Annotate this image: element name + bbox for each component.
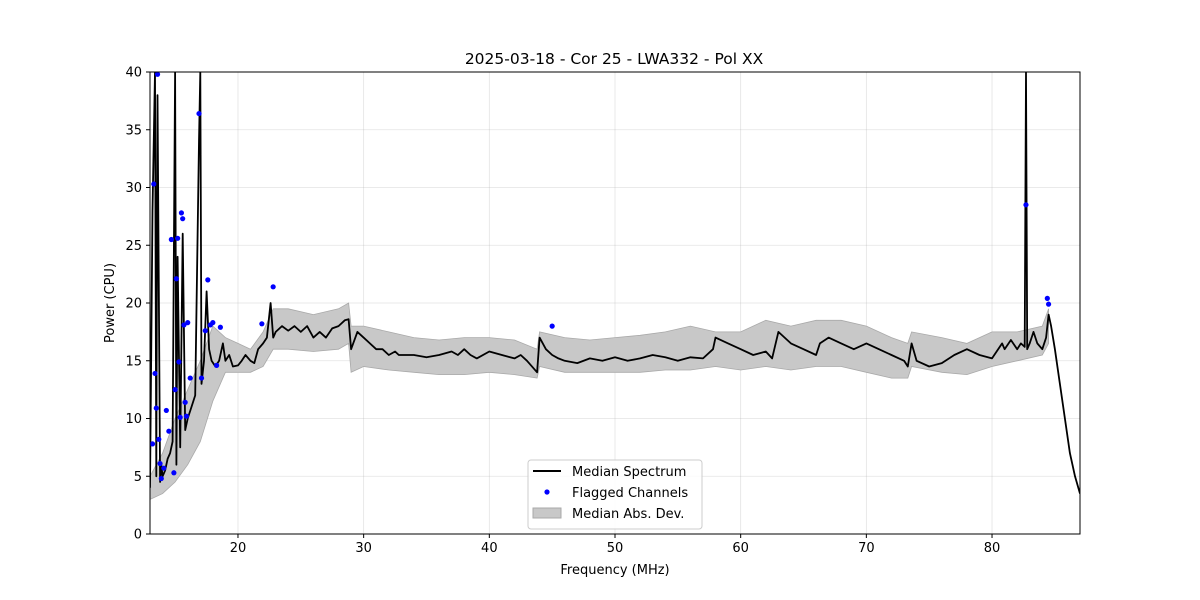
flagged-channel-point	[172, 387, 178, 393]
flagged-channel-point	[171, 470, 177, 476]
plot-area	[150, 72, 1080, 500]
x-tick-label: 80	[984, 541, 1001, 556]
x-axis-label: Frequency (MHz)	[560, 563, 669, 578]
flagged-channel-point	[181, 322, 187, 328]
y-tick-label: 20	[125, 297, 142, 312]
flagged-channel-point	[157, 460, 163, 467]
flagged-channel-point	[205, 277, 211, 283]
flagged-channel-point	[150, 441, 156, 447]
flagged-channel-point	[185, 320, 191, 326]
flagged-channel-point	[176, 359, 182, 365]
x-tick-label: 20	[230, 541, 247, 556]
flagged-channel-point	[153, 405, 159, 411]
y-tick-label: 5	[134, 470, 142, 485]
y-tick-label: 0	[134, 528, 142, 543]
x-tick-label: 60	[732, 541, 749, 556]
legend-label-flagged: Flagged Channels	[572, 486, 688, 501]
flagged-channel-point	[166, 428, 172, 434]
flagged-channel-point	[154, 72, 161, 77]
flagged-channel-point	[163, 407, 169, 414]
median-spectrum-line	[150, 72, 1080, 494]
axis-ticks: 20 30 40 50 60 70 80 0 5 10 15 20 25 30 35 40	[125, 66, 1000, 557]
legend-band-icon	[532, 507, 562, 519]
flagged-channel-point	[151, 181, 157, 187]
flagged-channel-point	[214, 362, 220, 368]
y-tick-label: 15	[125, 354, 142, 369]
flagged-channel-point	[196, 110, 202, 117]
y-tick-label: 35	[125, 123, 142, 138]
flagged-channel-point	[1045, 301, 1052, 307]
legend-dot-icon	[544, 489, 550, 495]
flagged-channel-point	[1023, 202, 1029, 208]
flagged-channel-point	[202, 328, 208, 334]
flagged-channel-point	[183, 413, 190, 419]
flagged-channel-point	[549, 323, 555, 329]
flagged-channel-point	[161, 465, 167, 471]
x-tick-label: 40	[481, 541, 498, 556]
legend-box	[527, 459, 703, 530]
x-tick-label: 30	[355, 541, 372, 556]
flagged-channel-point	[175, 235, 181, 241]
flagged-channel-point	[158, 475, 164, 482]
flagged-channel-point	[210, 320, 216, 326]
legend: Median Spectrum Flagged Channels Median …	[527, 459, 703, 530]
flagged-channel-point	[152, 370, 158, 377]
y-tick-label: 40	[125, 66, 142, 81]
mad-band	[150, 302, 1049, 500]
x-tick-label: 70	[858, 541, 875, 556]
y-axis-label: Power (CPU)	[103, 263, 118, 343]
flagged-channel-point	[177, 414, 183, 420]
flagged-channel-point	[173, 276, 179, 282]
flagged-channel-point	[270, 284, 276, 290]
chart-title: 2025-03-18 - Cor 25 - LWA332 - Pol XX	[465, 50, 764, 68]
flagged-channel-point	[156, 436, 162, 442]
flagged-channel-point	[198, 375, 205, 381]
flagged-channel-point	[259, 321, 265, 327]
y-tick-label: 10	[125, 412, 142, 427]
legend-label-median: Median Spectrum	[572, 465, 686, 480]
flagged-channel-point	[178, 210, 185, 216]
y-tick-label: 25	[125, 239, 142, 254]
y-tick-label: 30	[125, 181, 142, 196]
flagged-channel-point	[187, 375, 193, 381]
flagged-channel-point	[180, 216, 186, 222]
flagged-channel-point	[217, 324, 223, 330]
x-tick-label: 50	[607, 541, 624, 556]
flagged-channel-point	[182, 399, 188, 405]
legend-label-mad: Median Abs. Dev.	[572, 507, 684, 522]
flagged-channel-point	[1044, 295, 1050, 301]
flagged-channel-point	[168, 236, 174, 243]
